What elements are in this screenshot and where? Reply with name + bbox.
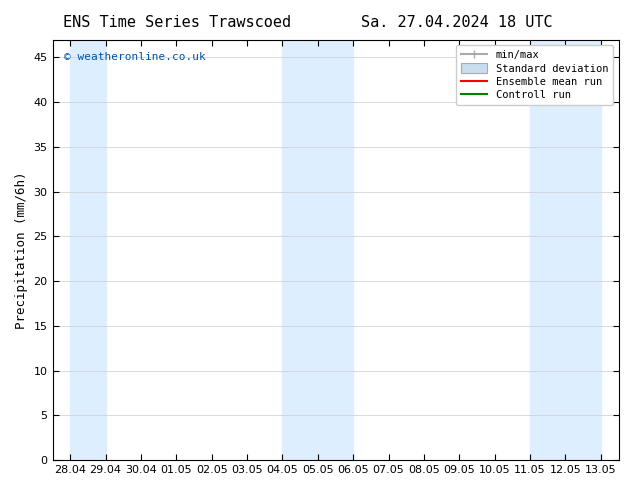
Bar xyxy=(530,40,601,460)
Text: Sa. 27.04.2024 18 UTC: Sa. 27.04.2024 18 UTC xyxy=(361,15,552,30)
Y-axis label: Precipitation (mm/6h): Precipitation (mm/6h) xyxy=(15,171,28,329)
Bar xyxy=(70,40,106,460)
Text: ENS Time Series Trawscoed: ENS Time Series Trawscoed xyxy=(63,15,292,30)
Text: © weatheronline.co.uk: © weatheronline.co.uk xyxy=(64,52,205,62)
Legend: min/max, Standard deviation, Ensemble mean run, Controll run: min/max, Standard deviation, Ensemble me… xyxy=(456,45,613,105)
Bar xyxy=(283,40,353,460)
